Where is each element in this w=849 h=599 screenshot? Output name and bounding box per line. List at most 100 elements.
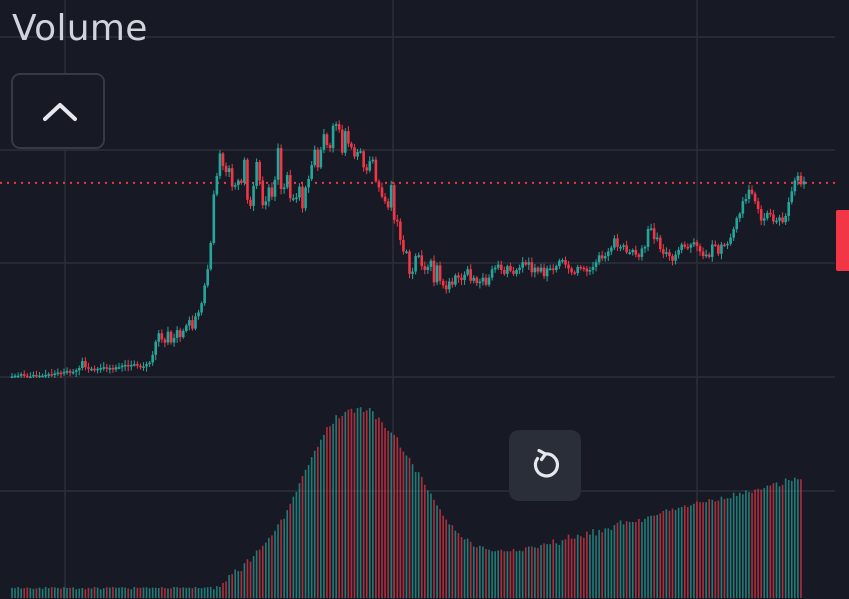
- candle: [243, 159, 246, 183]
- volume-bar: [154, 587, 157, 598]
- volume-bar: [781, 484, 784, 598]
- volume-bar: [607, 528, 610, 598]
- volume-bar: [515, 551, 518, 598]
- volume-bar: [674, 510, 677, 598]
- volume-bar: [537, 548, 539, 598]
- volume-bar: [57, 588, 59, 598]
- candle: [551, 268, 555, 271]
- candle: [123, 364, 127, 367]
- candle: [680, 244, 683, 250]
- candle: [298, 186, 301, 198]
- volume-bar: [485, 548, 487, 598]
- candle: [246, 159, 249, 200]
- candle: [395, 219, 399, 222]
- candle: [389, 185, 393, 208]
- candle: [126, 364, 130, 367]
- volume-bar: [570, 538, 573, 598]
- volume-bar: [353, 412, 356, 598]
- candle: [84, 361, 87, 368]
- volume-bar: [249, 561, 252, 598]
- volume-bar: [268, 537, 270, 598]
- volume-bar: [797, 479, 799, 598]
- candle: [487, 277, 491, 285]
- candle: [799, 175, 803, 185]
- candle: [499, 264, 503, 270]
- candle: [796, 175, 800, 181]
- volume-bar: [115, 587, 117, 598]
- candle: [683, 244, 687, 247]
- volume-bar: [283, 518, 285, 598]
- volume-bar: [549, 544, 551, 598]
- candle: [616, 238, 619, 247]
- candle: [570, 268, 573, 273]
- candle: [573, 272, 576, 274]
- candle: [588, 270, 592, 272]
- reset-chart-button[interactable]: [509, 430, 581, 501]
- candle: [665, 252, 668, 254]
- volume-bar: [463, 539, 466, 598]
- candle: [10, 376, 14, 379]
- volume-bar: [188, 587, 191, 598]
- candle: [594, 262, 598, 267]
- volume-bar: [439, 509, 441, 598]
- candle: [790, 191, 794, 203]
- candle: [129, 364, 133, 367]
- candle: [322, 134, 326, 150]
- price-candles: [10, 120, 806, 379]
- candle: [613, 238, 616, 248]
- volume-bar: [763, 487, 766, 598]
- candle: [347, 131, 350, 144]
- candle: [377, 181, 381, 188]
- volume-bar: [726, 498, 729, 598]
- volume-bar: [255, 550, 258, 598]
- panel-title: Volume: [12, 8, 148, 49]
- volume-bar: [784, 478, 787, 598]
- volume-bar: [653, 515, 655, 598]
- volume-bar: [668, 510, 671, 598]
- volume-bar: [231, 574, 233, 598]
- volume-bar: [157, 588, 160, 598]
- candle: [579, 266, 583, 269]
- volume-bar: [182, 587, 185, 598]
- candle: [600, 255, 604, 259]
- volume-bar: [121, 587, 123, 598]
- candle: [56, 372, 60, 375]
- volume-bar: [347, 409, 350, 598]
- volume-bar: [408, 457, 411, 598]
- volume-bar: [411, 464, 414, 598]
- volume-bar: [130, 589, 133, 598]
- volume-bar: [702, 502, 704, 598]
- volume-bar: [454, 530, 457, 598]
- volume-bar: [592, 529, 594, 598]
- volume-bar: [127, 588, 130, 598]
- volume-bar: [246, 559, 249, 598]
- candle: [215, 175, 219, 195]
- candle: [331, 125, 335, 149]
- volume-bar: [469, 541, 472, 598]
- volume-bars: [11, 407, 802, 598]
- candle: [640, 248, 644, 257]
- candle: [533, 267, 537, 273]
- candle: [735, 218, 739, 230]
- candle: [307, 178, 310, 188]
- candle: [496, 264, 500, 268]
- volume-bar: [665, 509, 668, 598]
- volume-bar: [329, 426, 331, 598]
- candle: [285, 175, 289, 188]
- candle: [643, 246, 647, 249]
- collapse-button[interactable]: [11, 73, 105, 149]
- volume-bar: [656, 514, 659, 598]
- volume-bar: [63, 587, 65, 598]
- candle: [784, 216, 787, 223]
- volume-bar: [335, 415, 337, 598]
- volume-bar: [102, 588, 105, 598]
- candle: [582, 267, 586, 270]
- candle: [692, 242, 696, 245]
- candle: [585, 268, 589, 272]
- candle: [658, 237, 662, 250]
- volume-bar: [564, 539, 567, 598]
- volume-bar: [399, 447, 402, 598]
- candle: [59, 372, 63, 375]
- volume-bar: [72, 587, 74, 598]
